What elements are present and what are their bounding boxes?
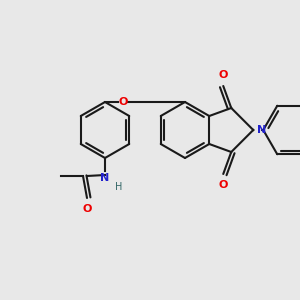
Text: O: O	[219, 70, 228, 80]
Text: N: N	[257, 125, 266, 135]
Text: O: O	[118, 97, 128, 107]
Text: O: O	[82, 204, 92, 214]
Text: N: N	[100, 173, 109, 183]
Text: O: O	[219, 180, 228, 190]
Text: H: H	[115, 182, 122, 192]
